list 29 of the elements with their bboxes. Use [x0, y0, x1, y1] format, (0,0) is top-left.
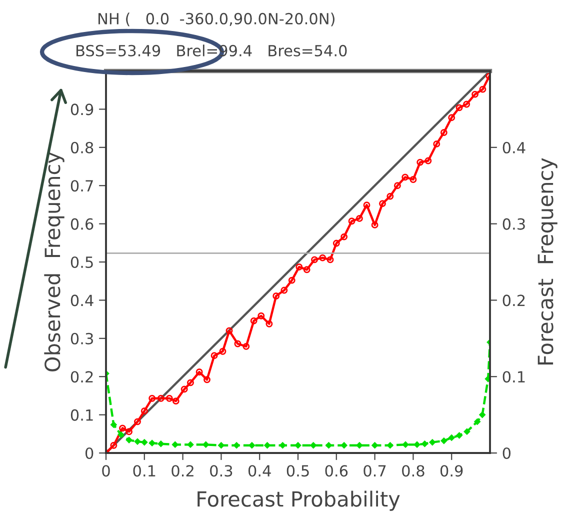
y2-axis-title: Forecast Frequency [538, 158, 558, 364]
y-tick-label: 0.9 [70, 104, 94, 116]
y2-tick-label: 0 [502, 447, 511, 460]
x-tick-label: 0.4 [248, 465, 271, 477]
y-tick-label: 0.5 [70, 256, 93, 268]
y-tick-label: 0.6 [70, 218, 94, 230]
y2-tick-label: 0.1 [502, 371, 525, 383]
x-tick-label: 0 [102, 465, 110, 477]
x-tick-label: 0.2 [172, 465, 194, 477]
x-tick-label: 0.1 [133, 465, 156, 477]
x-tick-label: 0.7 [364, 465, 386, 477]
x-tick-label: 0.5 [286, 465, 309, 477]
x-tick-label: 0.8 [402, 465, 424, 477]
y-tick-label: 0.8 [70, 142, 94, 154]
x-axis-title: Forecast Probability [198, 490, 400, 511]
chart-title: NH ( 0.0 -360.0,90.0N-20.0N) [98, 12, 334, 26]
y2-tick-label: 0.2 [502, 294, 525, 306]
y-tick-label: 0.1 [70, 409, 93, 421]
x-tick-label: 0.6 [325, 465, 348, 477]
y-tick-label: 0.4 [70, 294, 94, 306]
y-tick-label: 0 [85, 447, 94, 460]
x-tick-label: 0.9 [440, 465, 463, 477]
y-tick-label: 0.3 [70, 332, 93, 344]
x-tick-label: 0.3 [210, 465, 232, 477]
y-axis-title: Observed Frequency [44, 152, 64, 372]
y2-tick-label: 0.3 [502, 218, 525, 230]
y-tick-label: 0.7 [70, 180, 93, 192]
y-tick-label: 0.2 [70, 371, 93, 383]
y2-tick-label: 0.4 [502, 142, 526, 154]
